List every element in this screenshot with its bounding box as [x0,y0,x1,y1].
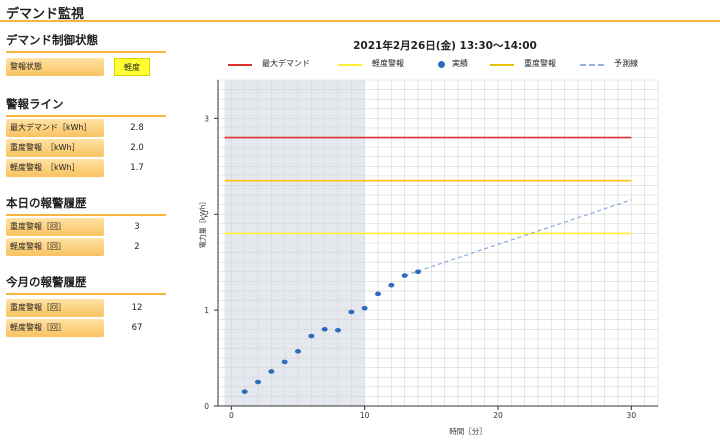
alarm-line-value: 1.7 [130,163,144,173]
history-label: 軽度警報［回］ [6,238,104,256]
legend-label: 重度警報 [524,59,556,68]
legend-swatch [580,64,604,66]
data-point [268,369,275,374]
alarm-line-label: 最大デマンド［kWh］ [6,119,104,137]
data-point [321,326,328,332]
data-point [308,333,315,339]
alarm-status-label: 警報状態 [6,58,104,76]
alarm-line-row-severe: 重度警報 ［kWh］ 2.0 [6,139,166,157]
header: デマンド監視 [0,0,720,22]
legend-swatch [490,64,514,66]
alarm-line-label: 重度警報 ［kWh］ [6,139,104,157]
today-history-title: 本日の報警履歴 [6,195,166,216]
x-tick-label: 0 [229,411,234,420]
y-tick-label: 1 [204,306,209,315]
data-point [415,269,421,275]
history-value: 3 [134,222,140,232]
legend-label: 軽度警報 [372,59,404,68]
alarm-line-row-light: 軽度警報 ［kWh］ 1.7 [6,159,166,177]
chart-legend: 最大デマンド 軽度警報 実績 重度警報 予測線 [228,58,668,72]
y-tick-label: 0 [204,402,209,411]
legend-label: 最大デマンド [262,59,310,68]
today-history-row-light: 軽度警報［回］ 2 [6,238,166,256]
x-axis-label: 時間［分］ [449,427,487,436]
month-history-row-light: 軽度警報［回］ 67 [6,319,166,337]
y-tick-label: 2 [204,210,209,219]
data-point [361,305,368,311]
today-history-row-severe: 重度警報［回］ 3 [6,218,166,236]
history-label: 重度警報［回］ [6,218,104,236]
history-value: 67 [131,323,143,333]
control-status-title: デマンド制御状態 [6,32,166,53]
history-value: 2 [134,242,140,252]
legend-swatch [438,61,445,68]
data-point [241,389,248,394]
legend-swatch [338,64,362,66]
month-history-row-severe: 重度警報［回］ 12 [6,299,166,317]
history-label: 重度警報［回］ [6,299,104,317]
data-point [348,309,355,315]
legend-swatch [228,64,252,66]
x-tick-label: 10 [360,411,370,420]
y-axis-label: 電力量［kWh］ [198,198,207,248]
forecast-line [404,199,632,277]
alarm-lines-title: 警報ライン [6,96,166,117]
data-point [335,327,341,333]
data-point [255,379,261,385]
data-point [401,273,408,278]
alarm-status-row: 警報状態 軽度 [6,58,166,76]
data-point [388,282,395,288]
status-badge: 軽度 [114,58,150,76]
alarm-line-value: 2.8 [130,123,144,133]
alarm-line-label: 軽度警報 ［kWh］ [6,159,104,177]
alarm-line-row-max: 最大デマンド［kWh］ 2.8 [6,119,166,137]
data-point [281,359,288,365]
history-value: 12 [131,303,143,313]
x-tick-label: 20 [493,411,503,420]
x-tick-label: 30 [627,411,637,420]
data-point [375,291,381,297]
month-history-title: 今月の報警履歴 [6,274,166,295]
legend-label: 実績 [452,59,468,68]
y-tick-label: 3 [204,114,209,123]
alarm-line-value: 2.0 [130,143,144,153]
chart-title: 2021年2月26日(金) 13:30～14:00 [353,40,537,52]
page-title: デマンド監視 [6,7,85,22]
history-label: 軽度警報［回］ [6,319,104,337]
legend-label: 予測線 [614,59,638,68]
data-point [295,349,301,354]
